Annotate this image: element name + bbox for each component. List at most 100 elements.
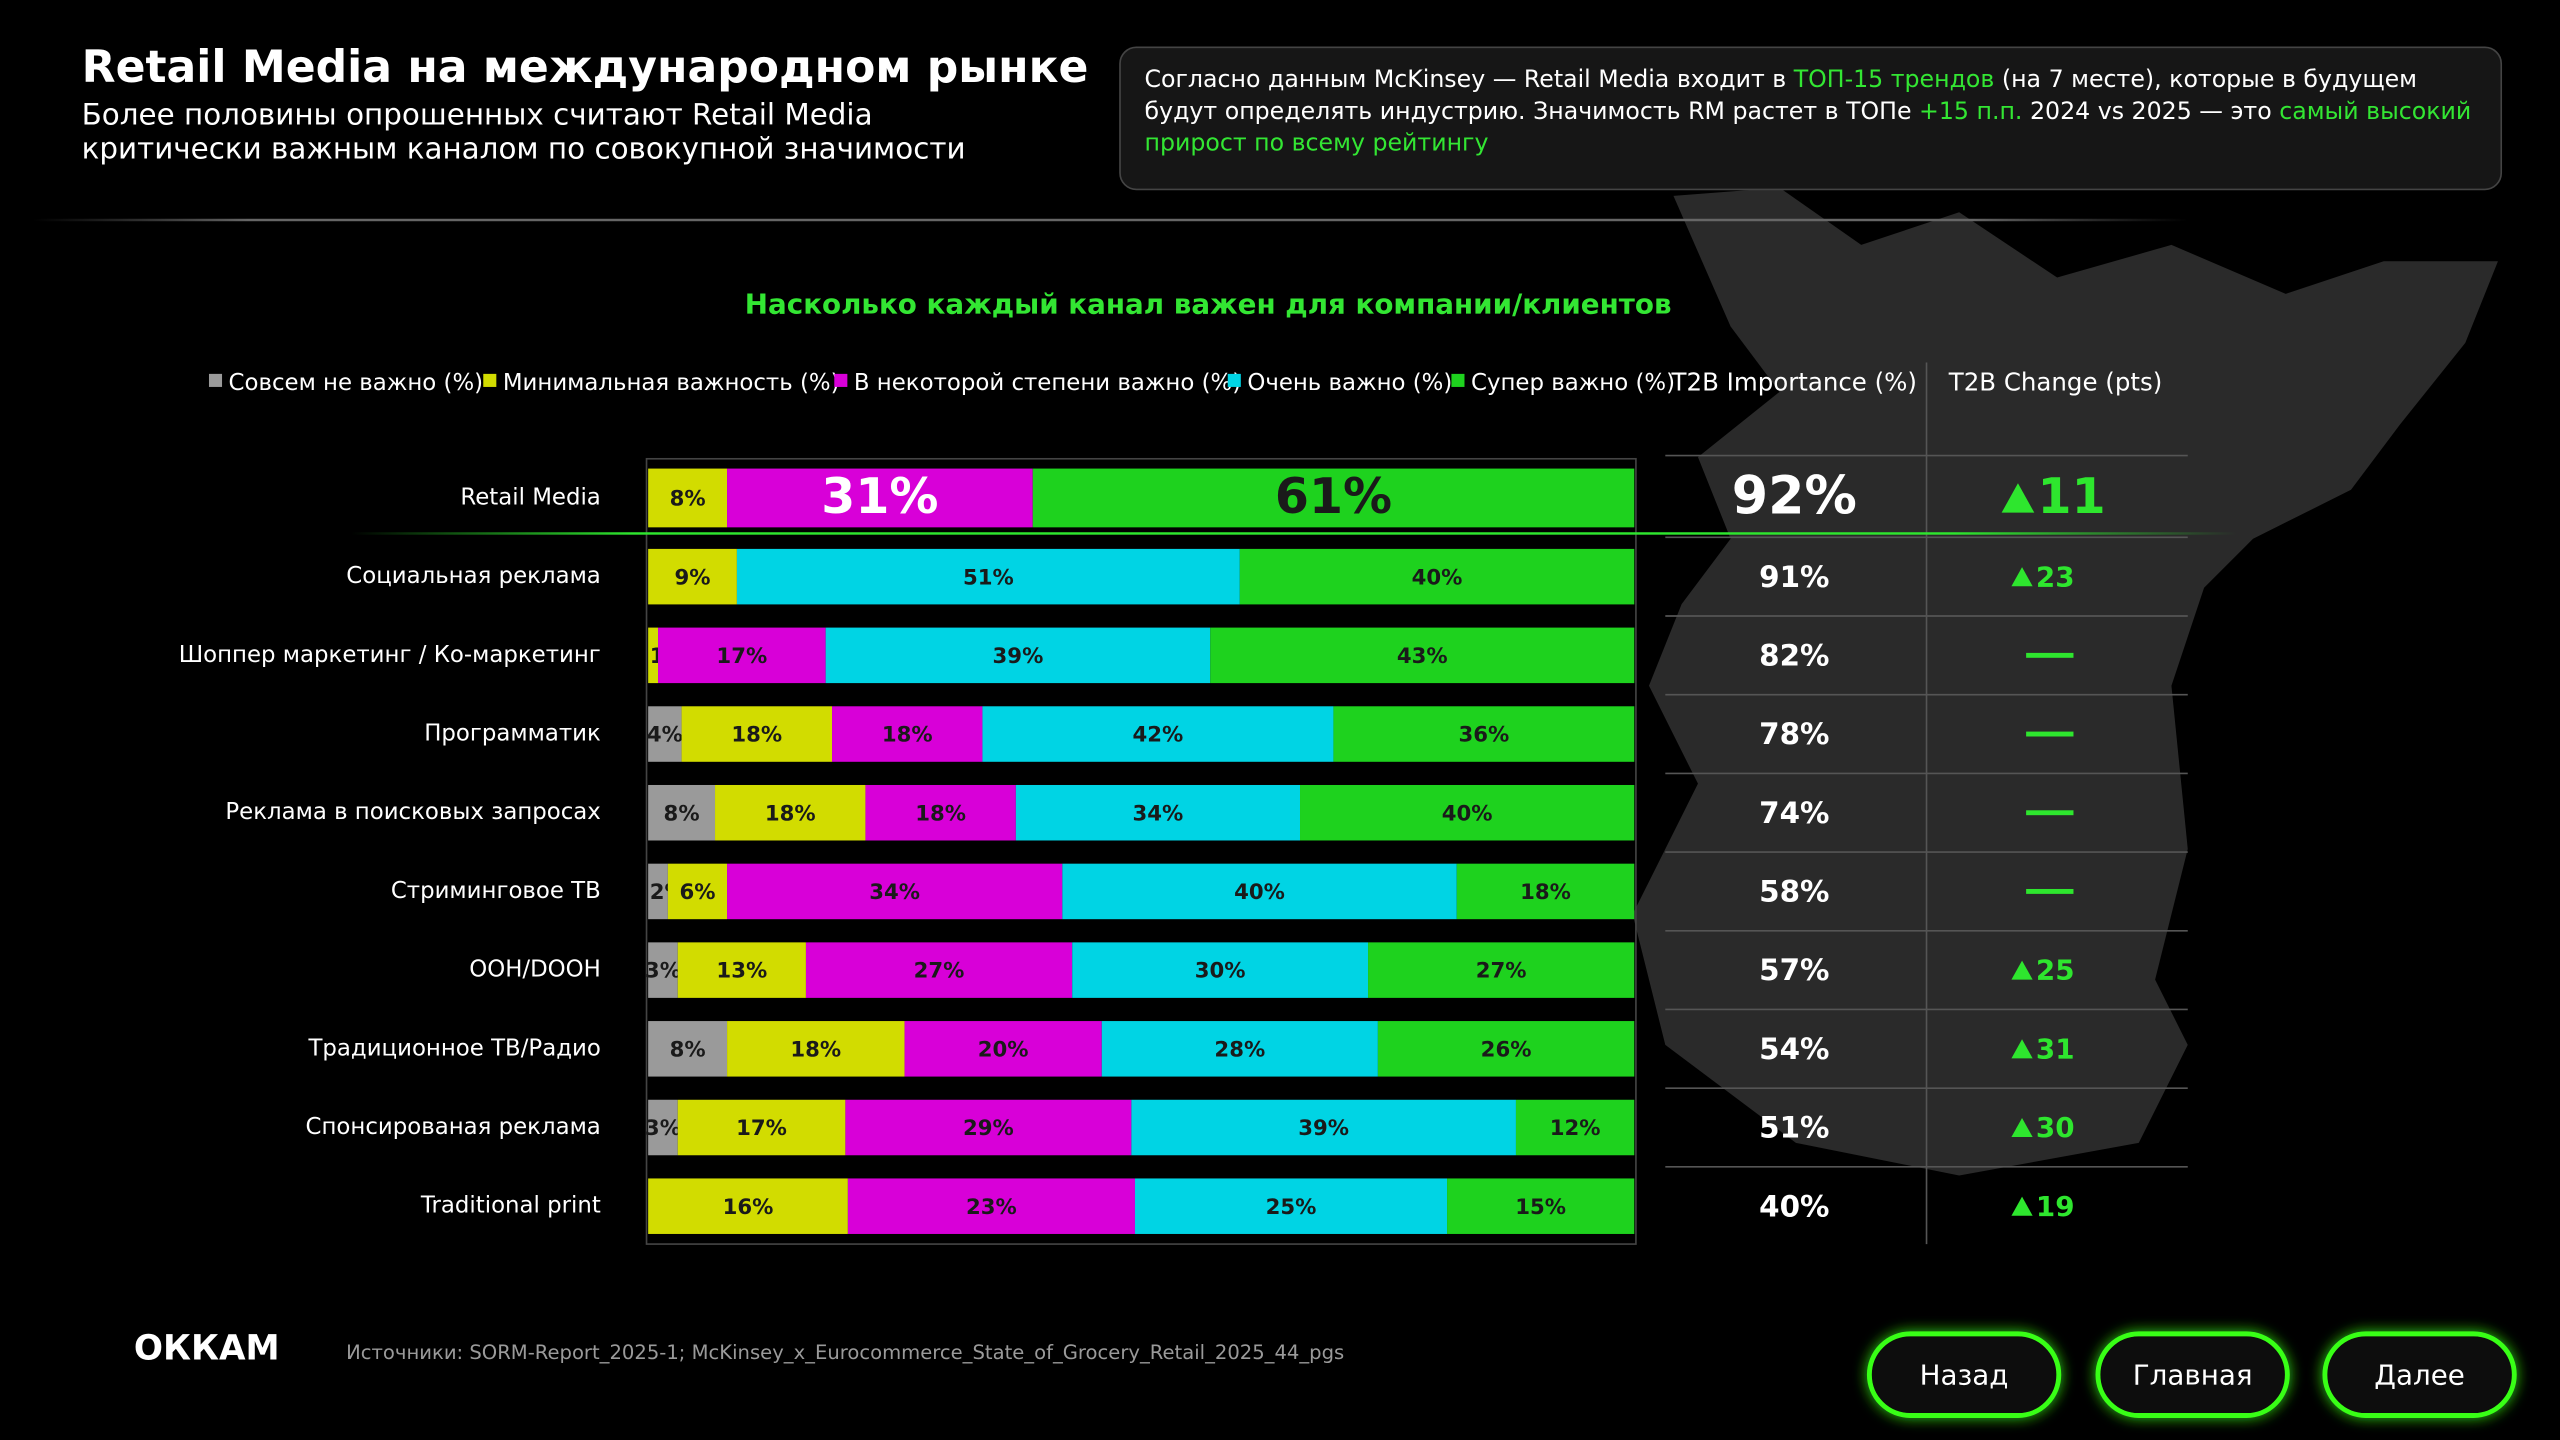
t2b-change-value: 11 [2038,468,2106,525]
data-label: 25% [1266,1195,1317,1220]
t2b-change-value: 30 [2036,1111,2075,1144]
data-label: 8% [670,487,706,512]
bar-segment [845,1099,1132,1156]
bar-segment [736,548,1240,605]
separator [32,218,2188,222]
data-label: 18% [1520,880,1571,905]
data-label: 13% [716,959,767,984]
category-label: OOH/DOOH [469,957,601,983]
data-label: 39% [993,644,1044,669]
navigation: Назад Главная Далее [1866,1331,2517,1418]
legend-swatch [1451,373,1465,387]
data-label: 6% [679,880,715,905]
category-label: Traditional print [420,1193,601,1219]
bar-segment [1015,784,1301,841]
category-label: Традиционное ТВ/Радио [307,1035,600,1061]
data-label: 31% [821,468,938,525]
legend-swatch [208,373,223,387]
no-change-dash [2026,888,2074,894]
legend-swatch [1227,373,1241,387]
data-label: 36% [1458,723,1509,748]
t2b-change-value: 23 [2036,560,2075,593]
data-label: 16% [723,1195,774,1220]
category-label: Спонсированая реклама [306,1114,601,1140]
data-label: 40% [1234,880,1285,905]
category-label: Социальная реклама [346,563,601,589]
bar-segment [648,1021,728,1077]
data-label: 9% [675,565,711,590]
bar-segment [832,706,983,762]
nav-button[interactable]: Назад [1866,1331,2062,1418]
data-label: 40% [1412,565,1463,590]
data-label: 17% [736,1116,787,1141]
nav-button[interactable]: Далее [2322,1331,2517,1418]
chart: Совсем не важно (%) Минимальная важность … [179,362,2237,1245]
bar-segment [727,1021,905,1077]
callout-text: 2024 vs 2025 — это [2022,96,2279,124]
t2b-value: 74% [1759,796,1829,830]
callout-box [1119,46,2503,191]
t2b-value: 82% [1759,638,1829,672]
bar-segment [1101,1021,1378,1077]
nav-button-frame[interactable] [1866,1331,2062,1418]
nav-button-label[interactable]: Далее [2374,1358,2465,1391]
data-label: 61% [1275,468,1392,525]
data-label: 43% [1397,644,1448,669]
nav-button-frame[interactable] [2095,1331,2290,1418]
bar-segment [648,706,682,762]
bar-segment [1300,784,1635,841]
data-label: 18% [915,801,966,826]
column-header: T2B Importance (%) [1671,368,1917,397]
callout-line: прирост по всему рейтингу [1144,128,1488,156]
slide-title: Retail Media на международном рынке [82,42,1089,93]
data-label: 42% [1133,723,1184,748]
data-label: 18% [731,723,782,748]
nav-button-label[interactable]: Назад [1920,1358,2009,1391]
data-label: 8% [664,801,700,826]
bar-segment [1032,468,1635,528]
data-label: 4% [647,723,683,748]
callout-text: Согласно данным McKinsey — Retail Media … [1144,65,1793,93]
bar-segment [648,1178,848,1234]
legend-swatch [483,373,497,387]
data-label: 17% [716,644,767,669]
data-label: 20% [978,1037,1029,1062]
category-label: Retail Media [460,484,600,510]
data-label: 18% [882,723,933,748]
no-change-dash [2026,810,2074,816]
map-silhouette [1632,187,2498,1176]
data-label: 34% [1133,801,1184,826]
callout: Согласно данным McKinsey — Retail Media … [1144,65,2471,157]
data-label: 15% [1515,1195,1566,1220]
callout-accent: прирост по всему рейтингу [1144,128,1488,156]
bar-segment [865,784,1016,841]
nav-button[interactable]: Главная [2095,1331,2290,1418]
bar-segment [648,548,737,605]
legend-label: Совсем не важно (%) [229,370,483,396]
bar-segment [1134,1178,1448,1234]
category-label: Стриминговое ТВ [391,878,601,904]
nav-button-label[interactable]: Главная [2133,1358,2253,1391]
slide-subtitle: Более половины опрошенных считают Retail… [82,97,873,131]
nav-button-frame[interactable] [2322,1331,2517,1418]
bar-segment [648,1099,678,1156]
legend-label: Супер важно (%) [1471,370,1675,396]
bar-segment [847,1178,1135,1234]
slide-subtitle: критически важным каналом по совокупной … [82,132,966,166]
change-arrow [2011,1196,2033,1216]
chart-title: Насколько каждый канал важен для компани… [745,287,1672,320]
t2b-value: 57% [1759,953,1829,987]
t2b-change-value: 19 [2036,1190,2075,1223]
bar-segment [825,627,1211,684]
t2b-change-value: 31 [2036,1032,2075,1065]
bar-segment [681,706,833,762]
bar-segment [1072,942,1369,998]
data-label: 28% [1214,1037,1265,1062]
bar-segment [1333,706,1635,762]
bar-segment [727,863,1063,920]
bar-segment [648,784,716,841]
data-label: 29% [963,1116,1014,1141]
plot-frame [645,457,1637,1245]
